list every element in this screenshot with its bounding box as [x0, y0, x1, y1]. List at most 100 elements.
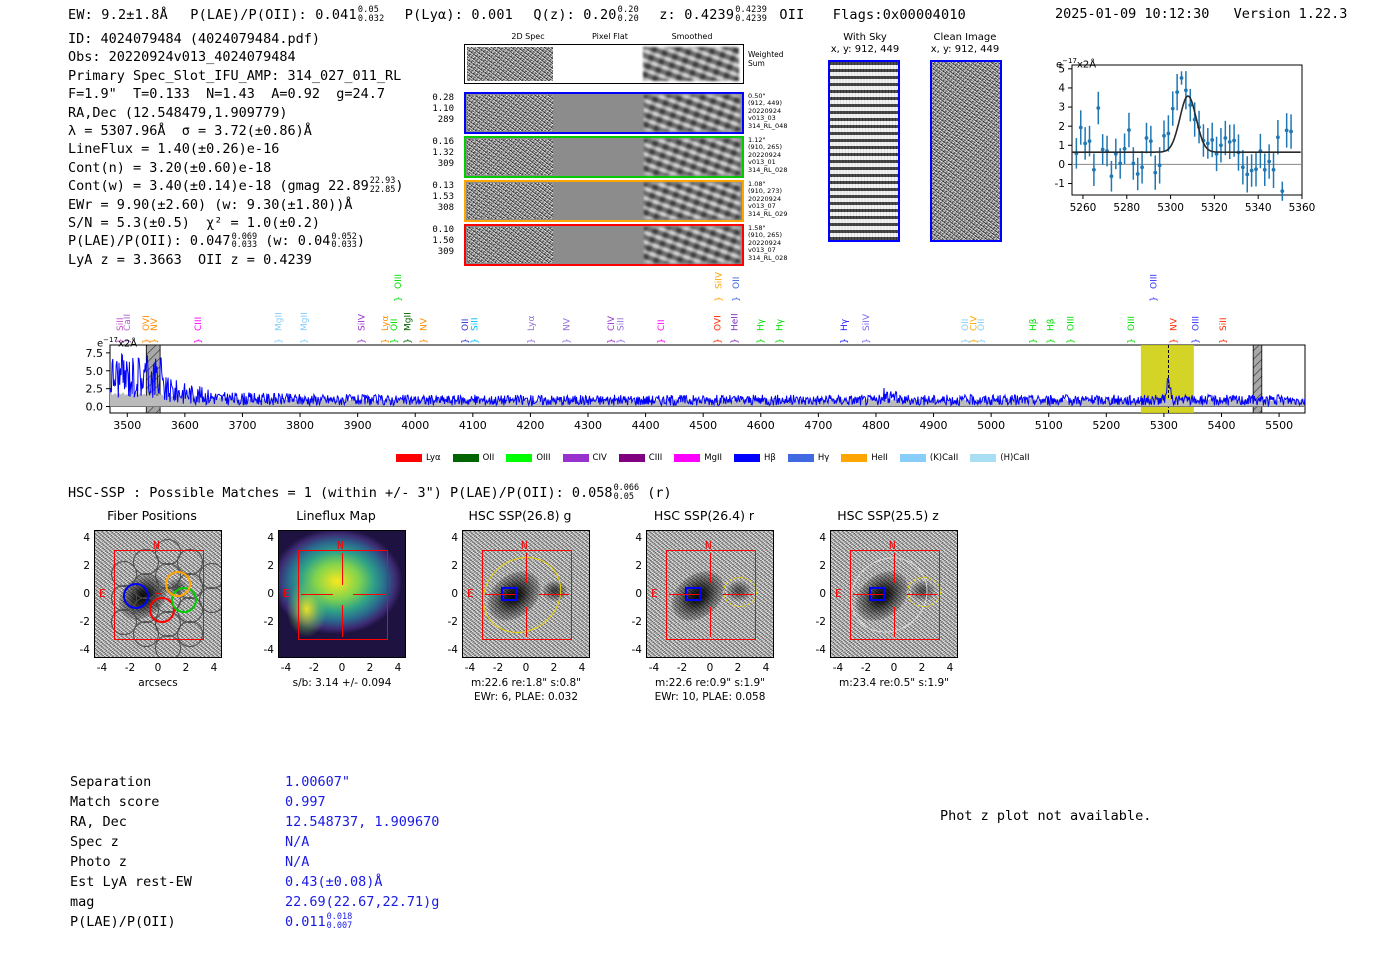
with-sky-image — [828, 60, 900, 242]
spectrum-xtick: 3900 — [344, 419, 372, 432]
header-timestamp: 2025-01-09 10:12:30 — [1055, 6, 1210, 22]
legend-label: MgII — [704, 453, 723, 463]
legend-label: Hβ — [764, 453, 776, 463]
spectrum-line-label: Hβ — [1029, 318, 1039, 331]
cutout-ytick: -4 — [447, 644, 458, 656]
spectrum-xtick: 4000 — [401, 419, 429, 432]
info-primary-spec: Primary Spec_Slot_IFU_AMP: 314_027_011_R… — [68, 67, 402, 84]
table-row: Separation 1.00607" — [70, 772, 439, 792]
legend-label: Hγ — [817, 453, 830, 463]
linefit-ytick: 0 — [1058, 159, 1065, 171]
spectrum-line-label: SiIV — [862, 313, 872, 331]
cutout-xtick: 0 — [154, 662, 162, 674]
cutout-xtick: 2 — [734, 662, 742, 674]
spectrum-line-label: CII — [657, 319, 667, 331]
spectrum-line-label: OIII — [394, 274, 404, 289]
cutout-title: HSC SSP(26.8) g — [468, 508, 572, 523]
info-radec: RA,Dec (12.548479,1.909779) — [68, 104, 288, 121]
with-sky-subtitle: x, y: 912, 449 — [830, 44, 900, 55]
spectrum-line-label: OVI — [142, 315, 152, 331]
spec2d-meta-line: v013_07 — [748, 246, 776, 255]
cutout-ytick: -2 — [263, 616, 274, 628]
spectrum-line-brace: } — [776, 338, 786, 344]
spectrum-line-brace: } — [123, 338, 133, 344]
cutout-xtick: 2 — [366, 662, 374, 674]
info-cont-w-post: ) — [395, 178, 404, 195]
info-lambda-sigma: λ = 5307.96Å σ = 3.72(±0.86)Å — [68, 123, 312, 140]
info-lineflux: LineFlux = 1.40(±0.26)e-16 — [68, 141, 280, 158]
cutout-ytick: -2 — [631, 616, 642, 628]
spectrum-xtick: 3500 — [113, 419, 141, 432]
info-fturn: F=1.9" T=0.133 N=1.43 A=0.92 g=24.7 — [68, 86, 385, 103]
header-ew: EW: 9.2±1.8Å — [68, 6, 168, 23]
info-id: ID: 4024079484 (4024079484.pdf) — [68, 31, 320, 47]
spec2d-meta-line: (910, 265) — [748, 143, 783, 152]
table-row: Est LyA rest-EW 0.43(±0.08)Å — [70, 872, 439, 892]
spec2d-row-nums: 0.13 1.53 308 — [418, 181, 454, 215]
legend-swatch — [787, 453, 814, 462]
cutout-xtick: 4 — [394, 662, 402, 674]
header-z-type: OII — [779, 6, 805, 23]
hsc-line-lo: 0.05 — [613, 491, 635, 502]
spectrum-line-label: MgII — [404, 312, 414, 331]
spec2d-meta-line: v013_07 — [748, 202, 776, 211]
spectrum-xtick: 4500 — [689, 419, 717, 432]
spec2d-num: 0.16 — [432, 137, 454, 147]
compass-north: N — [337, 539, 344, 552]
cutout-ytick: -2 — [79, 616, 90, 628]
spec2d-col-title-pixelflat: Pixel Flat — [592, 32, 628, 41]
spectrum-line-label: SiIV — [715, 271, 725, 289]
table-value: 0.011 — [285, 914, 326, 930]
spec2d-row-meta: 0.50" (912, 449) 20220924 v013_03 314_RL_048 — [748, 92, 787, 130]
cutout-xtick: 4 — [578, 662, 586, 674]
aperture-box — [666, 550, 756, 640]
linefit-xtick: 5320 — [1201, 202, 1228, 214]
legend-label: OIII — [536, 453, 551, 463]
cutout-ytick: -4 — [79, 644, 90, 656]
header-plae-hi: 0.05 — [357, 5, 380, 15]
spectrum-line-brace: } — [381, 338, 391, 344]
spectrum-line-label: MgII — [275, 312, 285, 331]
spec2d-row-nums: 0.10 1.50 309 — [418, 225, 454, 259]
spectrum-line-brace: } — [977, 338, 987, 344]
cutout-caption: m:22.6 re:0.9" s:1.9" — [655, 677, 765, 689]
spectrum-line-label: CaII — [123, 314, 133, 331]
cutout-ytick: 4 — [267, 532, 274, 544]
compass-east: E — [835, 587, 842, 600]
cutout-xtick: 4 — [946, 662, 954, 674]
emission-line-fit-plot: 5260 5280 5300 5320 5340 5360 -1 0 1 2 3 4 5 e−17x2Å — [1040, 55, 1316, 215]
spectrum-line-label: Hγ — [757, 318, 767, 331]
header-plae-value: 0.041 — [315, 6, 357, 23]
header-z-value: 0.4239 — [684, 6, 735, 23]
table-value-hi: 0.018 — [326, 912, 353, 923]
legend-label: (K)CaII — [929, 453, 959, 463]
cutout-xtick: 0 — [706, 662, 714, 674]
spectrum-line-brace: } — [961, 338, 971, 344]
spectrum-line-label: Lyα — [527, 315, 537, 331]
cutout-xtick: -2 — [676, 662, 688, 674]
cutout-panel: HSC SSP(26.4) r N E 4 2 0 -2 -4 -4 -2 0 2 4 m:22.6 re… — [620, 508, 788, 705]
spec2d-num: 0.13 — [432, 181, 454, 191]
table-value: N/A — [285, 834, 310, 850]
header-version: Version 1.22.3 — [1233, 6, 1348, 22]
spectrum-line-label: NV — [150, 317, 160, 331]
table-row: Photo z N/A — [70, 852, 439, 872]
cutout-panel: HSC SSP(25.5) z N E 4 2 0 -2 -4 -4 -2 0 2 4 m:23.4 re… — [804, 508, 972, 705]
info-cont-w-pre: Cont(w) = 3.40(±0.14)e-18 (gmag 22.89 — [68, 178, 369, 195]
compass-north: N — [705, 539, 712, 552]
linefit-ytick: 4 — [1058, 83, 1065, 95]
cutout-xtick: -4 — [832, 662, 844, 674]
linefit-ytick: 2 — [1058, 121, 1065, 133]
cutout-xtick: -2 — [492, 662, 504, 674]
spectrum-line-label: OIII — [1127, 316, 1137, 331]
info-plae-w-lo: 0.033 — [331, 240, 357, 251]
clean-image-title: Clean Image x, y: 912, 449 — [915, 32, 1015, 56]
spectrum-line-brace: } — [732, 296, 742, 302]
table-key: mag — [70, 894, 95, 910]
cutout-ytick: 4 — [83, 532, 90, 544]
spectrum-xtick: 5400 — [1207, 419, 1235, 432]
spectrum-line-label: Hγ — [776, 318, 786, 331]
legend-item: Hβ — [734, 453, 776, 463]
